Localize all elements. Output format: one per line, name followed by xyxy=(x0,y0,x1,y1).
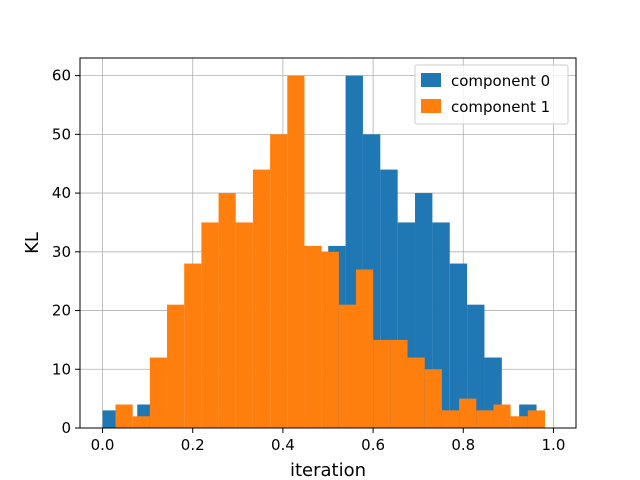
y-tick-label: 10 xyxy=(52,360,71,378)
bar-series-1-bin-14 xyxy=(356,269,374,428)
x-tick-label: 0.6 xyxy=(361,436,385,454)
bar-series-0-bin-20 xyxy=(449,263,468,428)
bar-series-1-bin-2 xyxy=(149,357,168,428)
x-axis-label: iteration xyxy=(290,460,366,480)
y-ticks: 0 10 20 30 40 50 60 xyxy=(52,67,80,437)
legend-box xyxy=(414,64,569,125)
y-axis-label: KL xyxy=(22,232,43,254)
bar-series-1-bin-17 xyxy=(407,357,425,428)
bar-series-1-bin-12 xyxy=(321,251,339,428)
bar-series-1-bin-22 xyxy=(493,404,511,428)
legend-swatch-component-1 xyxy=(421,99,441,113)
plot-frame xyxy=(79,57,577,429)
bar-series-1-bin-10 xyxy=(287,75,305,428)
bar-series-1-bin-15 xyxy=(373,339,391,428)
bar-series-1-bin-5 xyxy=(201,222,219,428)
x-tick-label: 0.8 xyxy=(451,436,475,454)
y-tick-label: 30 xyxy=(52,243,71,261)
y-tick-label: 20 xyxy=(52,302,71,320)
x-tick-label: 0.4 xyxy=(271,436,295,454)
bar-series-1-bin-8 xyxy=(252,169,271,429)
legend-swatch-component-0 xyxy=(421,73,441,87)
bar-series-1-bin-19 xyxy=(441,410,460,428)
y-tick-label: 40 xyxy=(52,184,71,202)
bar-series-1-bin-11 xyxy=(304,245,322,428)
bar-series-1-bin-4 xyxy=(184,263,202,428)
bar-series-1-bin-0 xyxy=(115,404,133,428)
bar-series-1-bin-24 xyxy=(527,410,545,428)
bar-series-1-bin-21 xyxy=(476,410,494,428)
bar-series-1-bin-16 xyxy=(390,339,408,428)
bar-series-1-bin-13 xyxy=(338,304,357,428)
x-tick-label: 0.2 xyxy=(181,436,205,454)
y-tick-label: 0 xyxy=(61,419,71,437)
bar-series-1-bin-3 xyxy=(167,304,185,428)
bar-series-1-bin-7 xyxy=(235,222,253,428)
bar-series-1-bin-1 xyxy=(132,416,150,428)
legend: component 0 component 1 xyxy=(414,64,569,125)
y-tick-label: 60 xyxy=(52,67,71,85)
y-tick-label: 50 xyxy=(52,125,71,143)
bar-series-1-bin-20 xyxy=(459,398,477,428)
x-tick-label: 1.0 xyxy=(542,436,566,454)
bar-series-1-bin-23 xyxy=(510,416,528,428)
bar-series-1-bin-6 xyxy=(218,193,236,428)
bar-series-1-bin-18 xyxy=(424,369,442,428)
x-tick-label: 0.0 xyxy=(91,436,115,454)
x-ticks: 0.0 0.2 0.4 0.6 0.8 1.0 xyxy=(91,428,566,454)
bar-series-1-bin-9 xyxy=(270,134,288,428)
legend-label-component-0: component 0 xyxy=(451,72,550,90)
legend-label-component-1: component 1 xyxy=(451,98,550,116)
bar-series-0-bin-21 xyxy=(467,304,485,428)
bars-series-1 xyxy=(115,75,545,429)
